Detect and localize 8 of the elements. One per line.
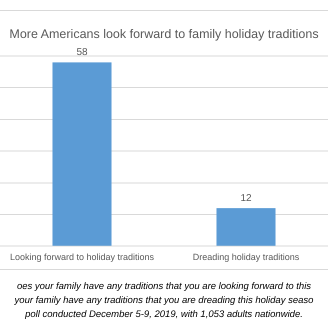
text: your family have any traditions that you are dreading this holiday seaso — [13, 294, 314, 308]
text: poll conducted December 5-9, 2019, with 1,053 adults nationwide. — [24, 308, 304, 322]
data-label: 58 — [76, 47, 88, 58]
chart-title: More Americans look forward to family holiday traditions — [9, 26, 319, 41]
x-tick-label: Looking forward to holiday traditions — [10, 252, 155, 262]
text: oes your family have any traditions that you are looking forward to this — [16, 280, 312, 294]
data-label: 12 — [240, 192, 252, 204]
x-tick-label: Dreading holiday traditions — [192, 252, 300, 262]
